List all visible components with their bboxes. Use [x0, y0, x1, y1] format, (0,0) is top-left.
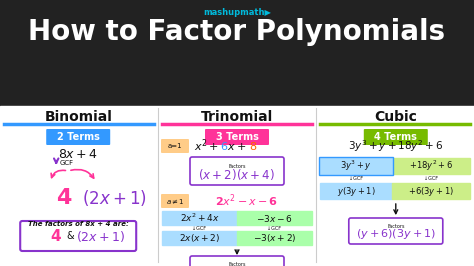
Text: $(x+2)(x+4)$: $(x+2)(x+4)$	[199, 167, 275, 181]
Text: mashupmath▶: mashupmath▶	[203, 8, 271, 17]
Text: $(2x + 1)$: $(2x + 1)$	[82, 188, 147, 208]
Text: ↓GCF: ↓GCF	[267, 226, 282, 231]
Text: ↓GCF: ↓GCF	[349, 176, 363, 181]
FancyBboxPatch shape	[319, 157, 393, 175]
Text: $(2x + 1)$: $(2x + 1)$	[75, 228, 125, 243]
Text: $2x^2+4x$: $2x^2+4x$	[180, 212, 219, 224]
Text: Factors: Factors	[387, 223, 404, 228]
Text: How to Factor Polynomials: How to Factor Polynomials	[28, 18, 446, 46]
FancyBboxPatch shape	[20, 221, 136, 251]
Text: $3y^3+y$: $3y^3+y$	[340, 159, 372, 173]
Text: $x +$: $x +$	[227, 140, 246, 152]
Text: $8$: $8$	[249, 140, 257, 152]
Text: $+6(3y+1)$: $+6(3y+1)$	[408, 185, 454, 197]
Bar	[237, 211, 312, 225]
Text: $8x + 4$: $8x + 4$	[58, 148, 98, 161]
Text: $-3(x+2)$: $-3(x+2)$	[253, 232, 296, 244]
FancyBboxPatch shape	[190, 157, 284, 185]
Text: &: &	[66, 231, 74, 241]
FancyBboxPatch shape	[161, 139, 189, 153]
Bar	[320, 183, 392, 199]
FancyBboxPatch shape	[205, 129, 269, 145]
Bar	[237, 231, 312, 245]
Text: Factors: Factors	[228, 164, 246, 168]
Text: The factors of 8x + 4 are:: The factors of 8x + 4 are:	[28, 221, 128, 227]
Text: a=1: a=1	[168, 143, 182, 149]
Text: $2x(x+2)$: $2x(x+2)$	[179, 232, 220, 244]
Text: 3 Terms: 3 Terms	[216, 132, 258, 142]
Text: GCF: GCF	[59, 160, 73, 166]
Text: $6$: $6$	[220, 140, 228, 152]
Text: ↓GCF: ↓GCF	[424, 176, 438, 181]
Text: $x^2+$: $x^2+$	[194, 138, 219, 154]
Text: $a\neq1$: $a\neq1$	[165, 197, 184, 206]
Text: 4 Terms: 4 Terms	[374, 132, 417, 142]
Text: Cubic: Cubic	[374, 110, 417, 124]
FancyBboxPatch shape	[46, 129, 110, 145]
Bar	[0, 0, 474, 106]
FancyBboxPatch shape	[364, 129, 428, 145]
Text: $3y^3 + y + 18y^2 + 6$: $3y^3 + y + 18y^2 + 6$	[348, 138, 443, 154]
Text: 2 Terms: 2 Terms	[57, 132, 100, 142]
Text: $y(3y+1)$: $y(3y+1)$	[337, 185, 375, 197]
Bar	[162, 211, 237, 225]
Text: Trinomial: Trinomial	[201, 110, 273, 124]
FancyBboxPatch shape	[349, 218, 443, 244]
Text: Binomial: Binomial	[44, 110, 112, 124]
FancyBboxPatch shape	[161, 194, 189, 208]
Text: $\mathbf{2}x^2 - x -\mathbf{6}$: $\mathbf{2}x^2 - x -\mathbf{6}$	[215, 193, 279, 209]
Text: $(y+6)(3y+1)$: $(y+6)(3y+1)$	[356, 227, 436, 241]
Text: $-3x-6$: $-3x-6$	[256, 213, 293, 223]
Bar	[162, 231, 237, 245]
Text: $\mathbf{4}$: $\mathbf{4}$	[56, 188, 73, 208]
FancyBboxPatch shape	[190, 256, 284, 266]
Text: $(2x-3)(x+2)$: $(2x-3)(x+2)$	[197, 265, 277, 266]
Bar	[0, 106, 474, 266]
Text: $+18y^2+6$: $+18y^2+6$	[409, 159, 453, 173]
Text: $\mathbf{4}$: $\mathbf{4}$	[50, 228, 62, 244]
Bar	[392, 158, 470, 174]
Text: Factors: Factors	[228, 261, 246, 266]
Text: ↓GCF: ↓GCF	[192, 226, 207, 231]
Bar	[392, 183, 470, 199]
